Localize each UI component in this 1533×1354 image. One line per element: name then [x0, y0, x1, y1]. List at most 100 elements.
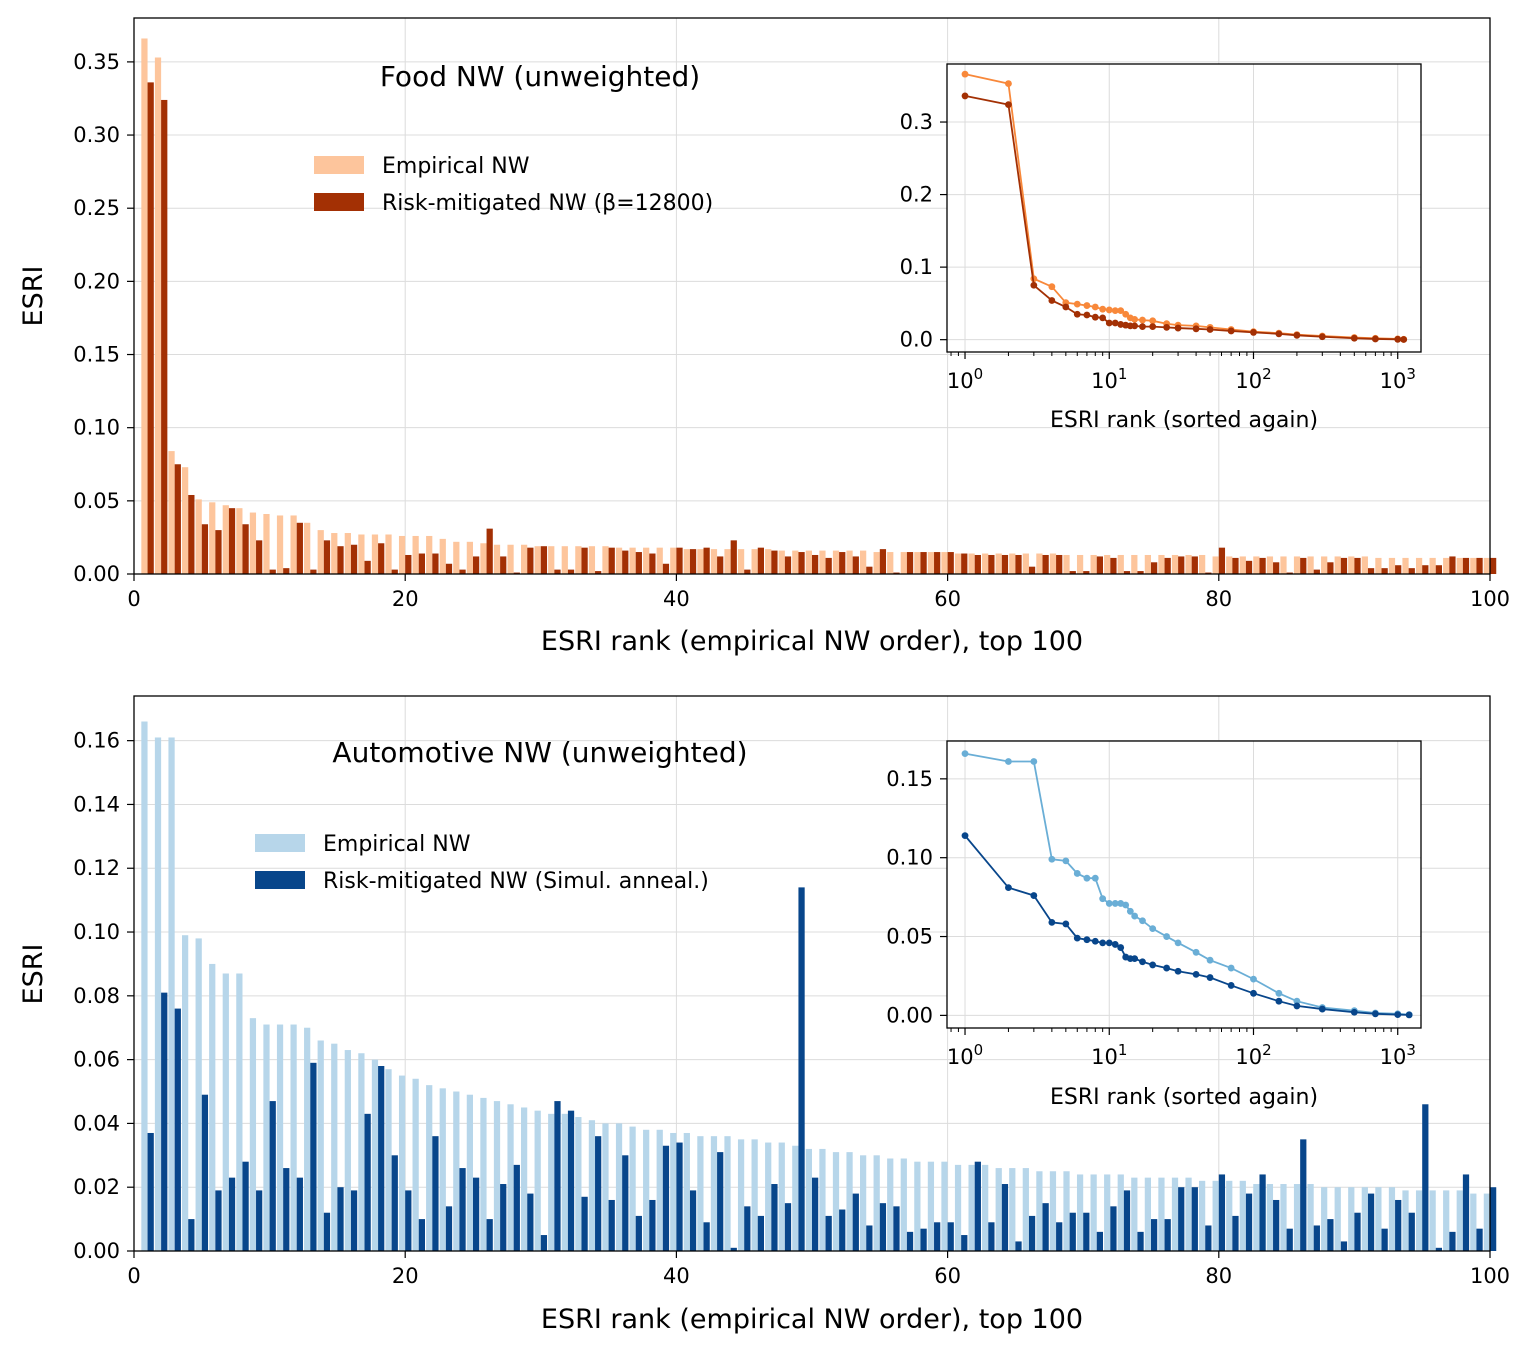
- automotive-main-ytick-label: 0.14: [73, 792, 120, 816]
- food-bar-empirical-58: [914, 552, 921, 574]
- automotive-bar-mitigated-100: [1490, 1187, 1497, 1251]
- automotive-bar-empirical-15: [331, 1043, 338, 1251]
- food-bar-mitigated-53: [852, 556, 859, 574]
- automotive-inset-point-mitigated: [1350, 1008, 1358, 1016]
- food-bar-empirical-32: [561, 546, 568, 574]
- food-legend-mitigated-label: Risk-mitigated NW (β=12800): [382, 191, 713, 216]
- food-bar-mitigated-83: [1259, 557, 1266, 574]
- automotive-bar-mitigated-10: [269, 1101, 276, 1251]
- automotive-inset-point-empirical: [1149, 925, 1157, 933]
- automotive-bar-empirical-35: [602, 1123, 609, 1251]
- automotive-bar-mitigated-62: [974, 1161, 981, 1251]
- automotive-bar-mitigated-96: [1435, 1247, 1442, 1251]
- food-bar-empirical-22: [426, 535, 433, 574]
- food-bar-mitigated-68: [1056, 554, 1063, 574]
- automotive-main-x-axis-label: ESRI rank (empirical NW order), top 100: [541, 1304, 1083, 1335]
- automotive-bar-mitigated-48: [784, 1203, 792, 1251]
- automotive-inset-point-mitigated: [1227, 982, 1235, 989]
- automotive-main-x-ticks: 0 20 40 60 80 100: [127, 1251, 1510, 1288]
- automotive-bar-mitigated-83: [1259, 1174, 1266, 1251]
- automotive-bar-empirical-95: [1415, 1190, 1423, 1251]
- automotive-bar-mitigated-24: [459, 1168, 466, 1251]
- food-bar-mitigated-70: [1083, 571, 1090, 574]
- food-inset-point-mitigated: [1091, 313, 1099, 321]
- automotive-bar-mitigated-98: [1462, 1174, 1470, 1251]
- food-main-y-ticks: 0.00 0.05 0.10 0.15 0.20 0.25 0.30 0.35: [73, 50, 134, 586]
- automotive-bar-empirical-12: [290, 1024, 297, 1251]
- automotive-main-ytick-label: 0.08: [73, 984, 120, 1008]
- food-bar-empirical-61: [954, 553, 962, 574]
- automotive-bar-mitigated-75: [1151, 1219, 1158, 1251]
- automotive-bar-mitigated-89: [1340, 1241, 1348, 1251]
- food-bar-mitigated-12: [296, 522, 303, 574]
- automotive-inset-point-empirical: [1192, 948, 1200, 956]
- automotive-bar-empirical-92: [1375, 1187, 1382, 1251]
- automotive-inset-x-ticks: 100 101 102 103: [947, 1028, 1416, 1069]
- food-bar-mitigated-14: [323, 540, 331, 574]
- automotive-inset-point-empirical: [1131, 912, 1139, 920]
- food-bar-mitigated-73: [1123, 571, 1131, 574]
- food-bar-mitigated-60: [947, 552, 954, 574]
- automotive-bar-empirical-88: [1321, 1187, 1328, 1251]
- automotive-inset-point-mitigated: [1318, 1005, 1326, 1013]
- food-bar-empirical-93: [1388, 557, 1396, 574]
- automotive-bar-mitigated-94: [1408, 1212, 1415, 1251]
- food-inset-x-axis-label: ESRI rank (sorted again): [1050, 408, 1318, 433]
- automotive-bar-empirical-10: [263, 1024, 270, 1251]
- food-bar-mitigated-41: [689, 549, 697, 574]
- automotive-bar-mitigated-71: [1096, 1231, 1103, 1251]
- automotive-bar-empirical-25: [466, 1094, 473, 1251]
- food-inset-point-mitigated: [1371, 335, 1379, 343]
- automotive-bar-empirical-96: [1429, 1190, 1436, 1251]
- food-inset-point-empirical: [1083, 302, 1091, 309]
- food-bar-mitigated-2: [161, 99, 168, 574]
- food-bar-empirical-72: [1104, 554, 1111, 574]
- automotive-bar-empirical-68: [1049, 1171, 1057, 1251]
- food-main-ytick-label: 0.00: [73, 562, 120, 586]
- automotive-inset-point-empirical: [961, 750, 969, 758]
- automotive-bar-mitigated-5: [201, 1094, 209, 1251]
- automotive-bar-mitigated-69: [1069, 1212, 1076, 1251]
- food-bar-mitigated-42: [703, 547, 710, 574]
- food-bar-mitigated-54: [866, 566, 873, 574]
- automotive-inset-point-empirical: [1005, 758, 1012, 765]
- food-bar-mitigated-37: [635, 552, 642, 574]
- automotive-bar-empirical-50: [805, 1148, 812, 1251]
- automotive-main-ytick-label: 0.10: [73, 920, 120, 944]
- automotive-bar-mitigated-78: [1191, 1187, 1198, 1251]
- automotive-bar-mitigated-36: [622, 1155, 629, 1251]
- food-main-x-axis-label: ESRI rank (empirical NW order), top 100: [541, 626, 1083, 657]
- food-bar-mitigated-39: [662, 563, 670, 574]
- automotive-bar-mitigated-88: [1327, 1219, 1334, 1251]
- automotive-inset-point-mitigated: [1293, 1002, 1301, 1010]
- food-bar-empirical-94: [1402, 557, 1409, 574]
- food-bar-empirical-87: [1307, 556, 1314, 574]
- automotive-bar-empirical-85: [1280, 1184, 1287, 1251]
- food-bar-empirical-60: [941, 552, 948, 574]
- food-inset-point-empirical: [1099, 305, 1107, 313]
- automotive-bar-empirical-32: [561, 1113, 568, 1251]
- food-inset-point-empirical: [1005, 80, 1012, 87]
- automotive-bar-empirical-58: [914, 1161, 921, 1251]
- automotive-bar-empirical-22: [426, 1085, 433, 1251]
- food-legend-empirical-swatch: [314, 156, 364, 174]
- automotive-bar-mitigated-49: [798, 887, 805, 1251]
- automotive-bar-empirical-98: [1456, 1190, 1463, 1251]
- automotive-inset-xtick-label: 102: [1235, 1041, 1271, 1069]
- automotive-bar-mitigated-28: [513, 1164, 520, 1251]
- automotive-bar-empirical-79: [1199, 1180, 1206, 1251]
- automotive-bar-mitigated-51: [825, 1215, 832, 1251]
- automotive-inset-point-mitigated: [961, 832, 969, 840]
- automotive-bar-mitigated-93: [1395, 1199, 1402, 1251]
- food-bar-mitigated-51: [825, 557, 832, 574]
- food-inset-point-mitigated: [1005, 101, 1012, 109]
- automotive-bar-empirical-20: [398, 1075, 406, 1251]
- food-bar-empirical-71: [1090, 554, 1097, 574]
- food-inset-point-mitigated: [1293, 331, 1301, 339]
- food-main-x-ticks: 0 20 40 60 80 100: [127, 574, 1510, 611]
- food-bar-mitigated-21: [418, 553, 425, 574]
- automotive-bar-empirical-100: [1483, 1193, 1490, 1251]
- food-bar-empirical-42: [697, 549, 704, 574]
- food-bar-mitigated-36: [622, 550, 629, 574]
- automotive-bar-mitigated-84: [1273, 1199, 1280, 1251]
